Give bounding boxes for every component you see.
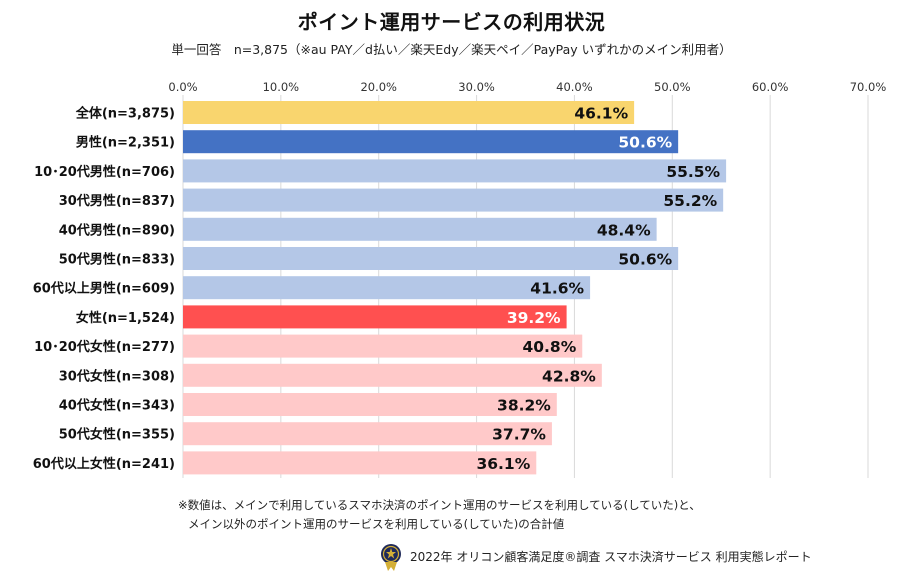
value-label: 37.7% (492, 426, 546, 444)
category-label: 30代女性(n=308) (59, 368, 175, 384)
category-label: 50代女性(n=355) (59, 427, 175, 443)
x-tick-label: 70.0% (850, 80, 887, 94)
bar (183, 101, 635, 124)
category-label: 50代男性(n=833) (59, 252, 175, 268)
value-label: 36.1% (476, 455, 530, 473)
value-label: 46.1% (574, 105, 628, 123)
x-tick-label: 50.0% (654, 80, 691, 94)
chart-subtitle: 単一回答 n=3,875（※au PAY／d払い／楽天Edy／楽天ペイ／PayP… (171, 42, 732, 57)
x-tick-label: 40.0% (556, 80, 593, 94)
category-label: 40代男性(n=890) (59, 222, 175, 238)
bar (183, 159, 727, 183)
x-tick-label: 20.0% (360, 80, 397, 94)
value-label: 48.4% (597, 221, 651, 239)
bar (183, 451, 537, 475)
value-label: 40.8% (522, 338, 576, 356)
value-label: 41.6% (530, 280, 584, 298)
value-label: 50.6% (618, 251, 672, 269)
value-label: 55.5% (666, 163, 720, 181)
category-label: 男性(n=2,351) (76, 135, 175, 151)
value-label: 39.2% (507, 309, 561, 327)
category-label: 60代以上女性(n=241) (33, 456, 175, 472)
bar (183, 217, 657, 241)
x-tick-label: 60.0% (752, 80, 789, 94)
x-tick-label: 10.0% (263, 80, 300, 94)
bar (183, 130, 679, 154)
bar (183, 422, 552, 446)
bar (183, 276, 591, 300)
chart-title: ポイント運用サービスの利用状況 (297, 10, 606, 34)
category-label: 40代女性(n=343) (59, 398, 175, 414)
bar (183, 305, 567, 329)
bar (183, 393, 557, 416)
category-label: 10･20代女性(n=277) (34, 339, 175, 355)
x-tick-label: 30.0% (458, 80, 495, 94)
footnote-line-1: ※数値は、メインで利用しているスマホ決済のポイント運用のサービスを利用している(… (178, 498, 701, 512)
category-label: 10･20代男性(n=706) (34, 164, 175, 180)
category-label: 60代以上男性(n=609) (33, 281, 175, 297)
bar (183, 247, 679, 270)
bar (183, 363, 602, 387)
bar (183, 334, 583, 358)
footnote-line-2: メイン以外のポイント運用のサービスを利用している(していた)の合計値 (188, 517, 565, 531)
value-label: 55.2% (663, 192, 717, 210)
value-label: 38.2% (497, 397, 551, 415)
value-label: 42.8% (542, 367, 596, 385)
category-label: 全体(n=3,875) (75, 106, 175, 122)
bar-chart: 0.0% 10.0% 20.0% 30.0% 40.0% 50.0% 60.0% 70.0% 全… (33, 80, 887, 478)
x-tick-label: 0.0% (168, 80, 197, 94)
category-label: 30代男性(n=837) (59, 193, 175, 209)
oricon-award-badge-icon (381, 544, 401, 571)
value-label: 50.6% (618, 134, 672, 152)
report-footer: 2022年 オリコン顧客満足度®調査 スマホ決済サービス 利用実態レポート (410, 550, 812, 564)
bar (183, 188, 724, 212)
category-label: 女性(n=1,524) (76, 310, 175, 326)
